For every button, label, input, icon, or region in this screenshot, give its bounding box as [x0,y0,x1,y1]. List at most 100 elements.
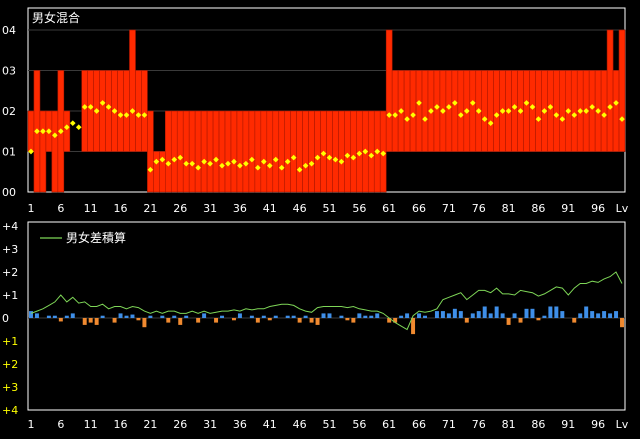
chart1-bar [588,70,596,152]
chart1-bar [314,110,321,193]
chart1-bar [529,70,536,152]
chart1-bar [433,70,441,152]
chart1-dot [189,160,196,167]
chart2-bar-positive [291,315,296,318]
chart1-bar [308,110,315,193]
chart1-bar [493,70,500,152]
chart2-y-tick-label: 0 [2,312,9,325]
chart2-bar-positive [548,306,553,318]
chart2-bar-negative [196,318,201,323]
chart1-dot [440,108,446,114]
chart1-dot [249,156,255,163]
chart1-dot [308,160,315,167]
chart2-bar-positive [512,313,517,318]
chart1-dot [207,160,213,167]
chart1-x-tick-label: 61 [382,202,396,215]
chart1-bar [553,70,560,152]
chart1-dot [511,104,518,110]
chart1-x-tick-label: 1 [27,202,34,215]
chart1-x-tick-label: 16 [114,202,128,215]
chart1-dot [255,164,261,171]
chart2-bar-negative [231,318,236,321]
chart1-dot [350,154,357,161]
chart1-dot [69,120,76,126]
chart1-dot [446,104,452,110]
chart2-bar-positive [160,315,165,318]
chart1-dot [571,112,578,118]
chart2-bar-negative [136,318,141,321]
chart1-dot [123,112,130,118]
chart2-bar-negative [94,318,99,325]
chart2-bar-positive [34,313,39,318]
chart2-x-tick-label: 56 [352,418,366,431]
chart2-bar-negative [88,318,93,323]
chart1-dot [201,158,207,165]
chart1-dot [529,104,536,110]
chart1-dot [553,112,560,118]
chart1-dot [481,116,488,122]
chart1-bar [612,70,620,152]
chart1-x-tick-label: 36 [233,202,247,215]
chart1-bar [385,29,393,152]
chart2-x-tick-label: 51 [322,418,336,431]
chart1-bar [27,110,35,152]
chart1-bar [367,110,375,193]
chart2-bar-positive [500,313,505,318]
chart1-bar [445,70,453,152]
chart2-bar-positive [405,313,410,318]
chart1-bar [421,70,429,152]
chart1-dot [266,162,273,169]
chart1-dot [607,104,613,110]
chart1-dot [296,166,303,173]
chart2-x-tick-label: 6 [57,418,64,431]
chart1-dot [278,164,285,171]
chart1-dot [171,156,178,163]
chart1-y-tick-label: 03 [2,65,16,78]
chart1-y-tick-label: 01 [2,146,16,159]
chart2-x-tick-label: 66 [412,418,426,431]
chart1-bar [99,70,106,152]
chart1-dot [457,112,464,118]
chart1-dot [583,108,590,114]
chart2-bar-positive [614,311,619,318]
chart1-bar [350,110,357,193]
chart1-dot [410,112,416,118]
chart2-bar-positive [584,306,589,318]
chart1-dot [159,156,166,163]
chart1-dot [314,154,321,161]
chart2-bar-negative [309,318,314,323]
chart2-x-tick-label: 86 [531,418,545,431]
chart1-dot [87,104,94,110]
chart2-bar-positive [596,313,601,318]
chart2-y-tick-label: +1 [2,289,18,302]
chart1-dot [326,154,333,161]
chart2-bar-negative [267,318,272,321]
chart2-x-tick-label: 96 [591,418,605,431]
chart1-bar [39,110,47,193]
chart2-bar-negative [351,318,356,323]
chart1-dot [428,108,434,114]
chart1-bar [194,110,202,193]
chart1-dot [183,160,190,167]
chart2-bar-negative [387,318,392,323]
chart1-bar [200,110,208,193]
chart1-x-tick-label: 41 [263,202,277,215]
chart1-dot [177,154,184,161]
chart1-bar [535,70,542,152]
chart1-y-tick-label: 02 [2,105,16,118]
chart1-bar [254,110,262,193]
chart1-dot [398,108,404,114]
chart2-bar-positive [172,315,177,318]
chart1-dot [225,160,231,167]
chart1-bar [141,70,148,152]
chart1-dot [487,120,494,126]
chart2-bar-negative [536,318,541,321]
chart1-bar [260,110,268,193]
chart2-bar-positive [542,315,547,318]
chart2-bar-negative [58,318,63,322]
chart1-bar [170,110,178,193]
chart2-bar-negative [315,318,320,325]
chart2-x-tick-label: 61 [382,418,396,431]
chart2-bar-positive [470,313,475,318]
chart2-x-tick-label: 36 [233,418,247,431]
